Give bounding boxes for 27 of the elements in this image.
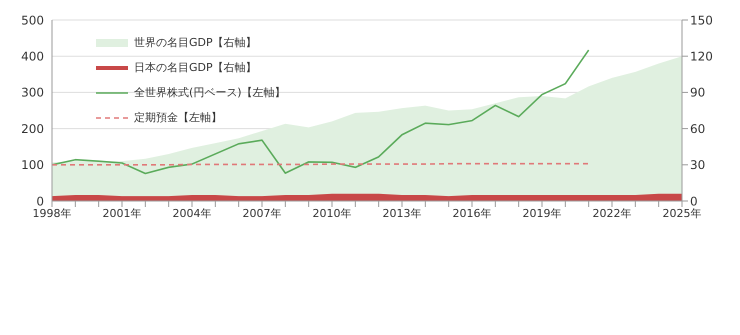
x-tick-label: 1998年 xyxy=(32,206,72,220)
x-tick-label: 2013年 xyxy=(382,206,422,220)
x-tick-label: 2025年 xyxy=(662,206,702,220)
line-series xyxy=(52,49,590,174)
y2-tick-label: 90 xyxy=(690,86,706,100)
y-tick-label: 400 xyxy=(21,49,44,64)
y-tick-label: 500 xyxy=(21,13,44,28)
y2-tick-label: 60 xyxy=(690,122,706,136)
y-tick-label: 100 xyxy=(21,158,44,172)
y2-tick-label: 150 xyxy=(690,13,713,28)
x-tick-label: 2001年 xyxy=(102,206,142,220)
legend-label: 日本の名目GDP【右軸】 xyxy=(134,60,257,75)
x-tick-label: 2019年 xyxy=(522,206,562,220)
legend-label: 定期預金【左軸】 xyxy=(134,110,222,125)
x-tick-label: 2010年 xyxy=(312,206,352,220)
x-tick-label: 2007年 xyxy=(242,206,282,220)
x-tick-label: 2004年 xyxy=(172,206,212,220)
legend-label: 世界の名目GDP【右軸】 xyxy=(134,35,257,50)
y2-tick-label: 30 xyxy=(690,158,706,172)
legend-label: 全世界株式(円ベース)【左軸】 xyxy=(134,85,286,100)
y-tick-label: 300 xyxy=(21,86,44,100)
y2-tick-label: 120 xyxy=(690,49,713,64)
x-tick-label: 2016年 xyxy=(452,206,492,220)
y-tick-label: 0 xyxy=(36,194,44,208)
y-tick-label: 200 xyxy=(21,122,44,136)
y2-tick-label: 0 xyxy=(690,194,698,208)
x-tick-label: 2022年 xyxy=(592,206,632,220)
